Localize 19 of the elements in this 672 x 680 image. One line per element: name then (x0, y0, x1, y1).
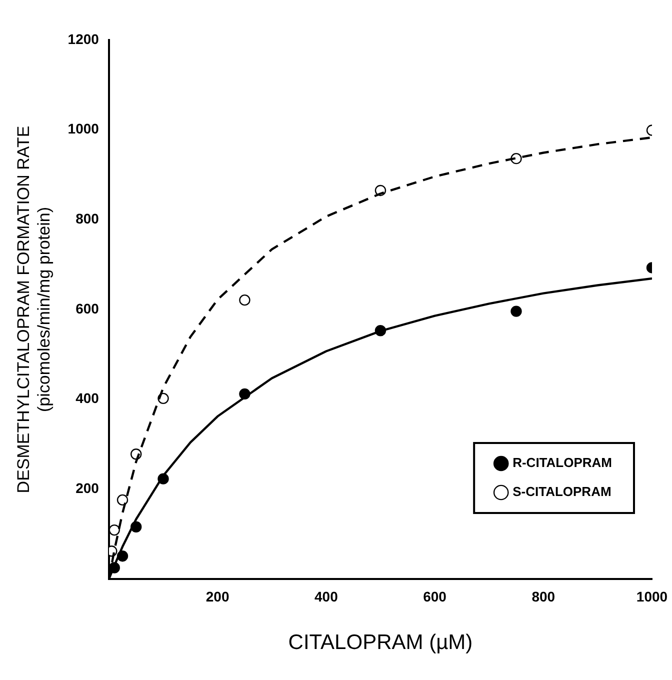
point (116, 494, 128, 506)
y-tick-label: 600 (76, 300, 100, 316)
legend-label: R-CITALOPRAM (512, 455, 612, 470)
y-tick-label: 1000 (68, 120, 100, 137)
x-tick-label: 400 (314, 588, 338, 604)
y-tick-label: 800 (76, 210, 100, 227)
x-tick-label: 1000 (636, 588, 668, 604)
y-tick-label: 200 (76, 480, 100, 496)
point (108, 524, 120, 536)
x-tick-label: 600 (423, 588, 447, 604)
x-tick-label: 800 (532, 588, 556, 604)
point (239, 294, 250, 306)
legend-label: S-CITALOPRAM (512, 484, 612, 500)
x-tick-label: 200 (206, 588, 230, 604)
x-axis-title: CITALOPRAM (µM) (288, 631, 473, 654)
y-tick-label: 400 (76, 390, 100, 406)
point (510, 306, 522, 317)
y-tick-label: 1200 (68, 30, 100, 47)
y-axis-title: DESMETHYLCITALOPRAM FORMATION RATE (picomoles/min/mg protein) (14, 126, 54, 494)
